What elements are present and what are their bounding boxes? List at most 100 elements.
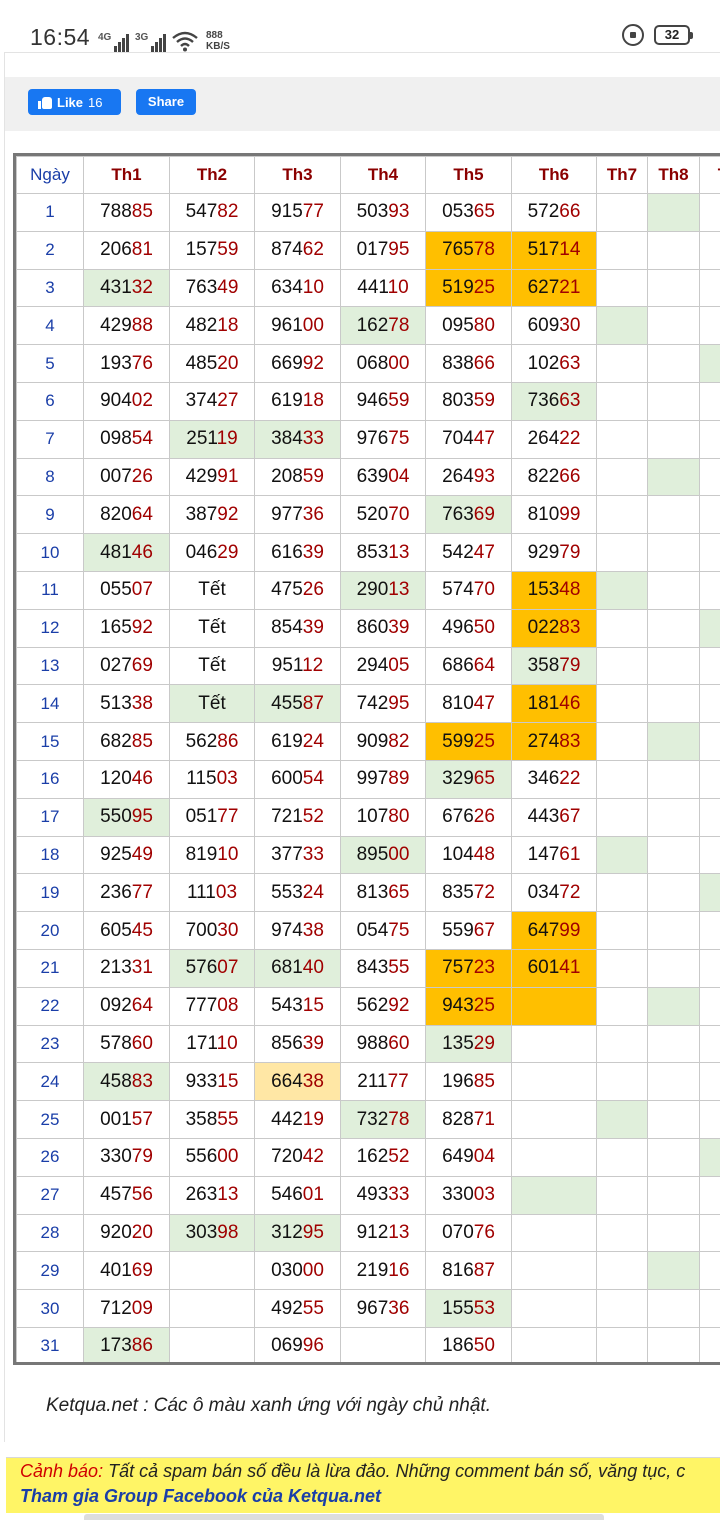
result-number: 55600	[185, 1146, 239, 1168]
bottom-strip	[84, 1514, 604, 1520]
day-number: 17	[16, 797, 84, 837]
result-cell: 92549	[83, 835, 170, 875]
page-frame	[4, 52, 720, 1442]
result-number: 09854	[100, 428, 153, 450]
result-number: 61918	[271, 390, 324, 412]
result-number: 63410	[271, 276, 324, 298]
result-number: 75723	[442, 957, 495, 979]
result-number: 97675	[356, 428, 410, 450]
result-cell: 38433	[254, 419, 341, 459]
result-cell: 44219	[254, 1100, 341, 1139]
result-cell	[699, 1024, 720, 1064]
result-number: 02769	[100, 654, 153, 676]
result-number: 35855	[185, 1108, 239, 1130]
result-cell: 75723	[425, 948, 512, 988]
status-bar: 16:54 4G 3G 888 KB/S 32	[0, 0, 720, 72]
table-row: 17 55095 05177 72152 10780 67626 44367	[16, 797, 720, 837]
result-cell	[699, 230, 720, 270]
result-number: 56286	[185, 730, 239, 752]
result-cell	[169, 1326, 255, 1362]
result-number: 51925	[442, 276, 495, 298]
result-cell	[511, 1137, 597, 1177]
result-cell: 55600	[169, 1137, 255, 1177]
result-number: 60141	[527, 957, 581, 979]
result-cell: 05475	[340, 911, 426, 950]
result-number: 54782	[185, 201, 239, 223]
result-number: 96100	[271, 314, 324, 336]
result-cell: 05507	[83, 570, 170, 610]
result-number: 16278	[356, 314, 410, 336]
result-cell: 15553	[425, 1289, 512, 1328]
result-cell: 57607	[169, 948, 255, 988]
column-header-month: Th7	[596, 156, 648, 194]
result-cell: 37427	[169, 381, 255, 421]
result-number: 99789	[356, 768, 410, 790]
result-cell: Tết	[169, 570, 255, 610]
result-number: 42988	[100, 314, 153, 336]
result-cell: 85639	[254, 1024, 341, 1064]
day-number: 16	[16, 759, 84, 799]
day-number: 29	[16, 1251, 84, 1291]
result-number: 44110	[357, 276, 409, 298]
result-cell: 50393	[340, 193, 426, 232]
result-cell	[647, 1251, 700, 1291]
legend-note: Ketqua.net : Các ô màu xanh ứng với ngày…	[46, 1395, 491, 1416]
result-cell: 21177	[340, 1062, 426, 1102]
result-cell: 95112	[254, 646, 341, 686]
result-number: 10780	[356, 806, 410, 828]
battery-icon: 32	[654, 25, 693, 45]
facebook-share-button[interactable]: Share	[136, 89, 196, 115]
result-number: 72042	[271, 1146, 324, 1168]
table-header-row: NgàyTh1Th2Th3Th4Th5Th6Th7Th8T	[16, 156, 720, 194]
result-cell	[596, 495, 648, 535]
result-cell: 06800	[340, 344, 426, 383]
result-number: 15759	[185, 239, 239, 261]
result-cell	[699, 911, 720, 950]
result-number: 54247	[442, 541, 495, 563]
result-number: 55324	[271, 881, 324, 903]
result-cell	[647, 381, 700, 421]
column-header-month: Th8	[647, 156, 700, 194]
result-cell: 83866	[425, 344, 512, 383]
result-cell: 07076	[425, 1213, 512, 1253]
result-number: 48218	[185, 314, 239, 336]
result-cell: 51925	[425, 268, 512, 308]
result-cell: 23677	[83, 873, 170, 913]
result-cell: 48218	[169, 306, 255, 346]
result-cell: 94659	[340, 381, 426, 421]
result-cell	[647, 457, 700, 497]
result-cell: 17386	[83, 1326, 170, 1362]
result-number: 74295	[356, 692, 410, 714]
result-cell: 48520	[169, 344, 255, 383]
result-number: 85439	[271, 617, 324, 639]
facebook-like-button[interactable]: Like 16	[28, 89, 121, 115]
result-cell: 77708	[169, 986, 255, 1026]
result-cell	[699, 419, 720, 459]
facebook-group-link[interactable]: Tham gia Group Facebook của Ketqua.net	[20, 1486, 382, 1506]
result-number: 56292	[356, 995, 410, 1017]
result-number: 87462	[271, 239, 324, 261]
results-table-container[interactable]: NgàyTh1Th2Th3Th4Th5Th6Th7Th8T 1788855478…	[13, 153, 720, 1365]
result-cell: 33003	[425, 1175, 512, 1215]
result-number: 64904	[442, 1146, 495, 1168]
day-number: 27	[16, 1175, 84, 1215]
result-number: 13529	[442, 1032, 495, 1054]
day-number: 24	[16, 1062, 84, 1102]
result-cell	[699, 268, 720, 308]
result-cell: 63410	[254, 268, 341, 308]
result-number: 81687	[442, 1259, 495, 1281]
result-cell: 35855	[169, 1100, 255, 1139]
result-number: 57860	[100, 1032, 153, 1054]
result-cell: 68140	[254, 948, 341, 988]
result-cell	[699, 193, 720, 232]
result-number: 68664	[442, 654, 495, 676]
day-number: 31	[16, 1326, 84, 1362]
result-number: 57470	[442, 579, 495, 601]
result-number: 29013	[356, 579, 410, 601]
result-number: 47526	[271, 579, 324, 601]
day-number: 6	[16, 381, 84, 421]
result-cell: 30398	[169, 1213, 255, 1253]
result-cell: 44367	[511, 797, 597, 837]
day-number: 18	[16, 835, 84, 875]
result-cell: 06996	[254, 1326, 341, 1362]
